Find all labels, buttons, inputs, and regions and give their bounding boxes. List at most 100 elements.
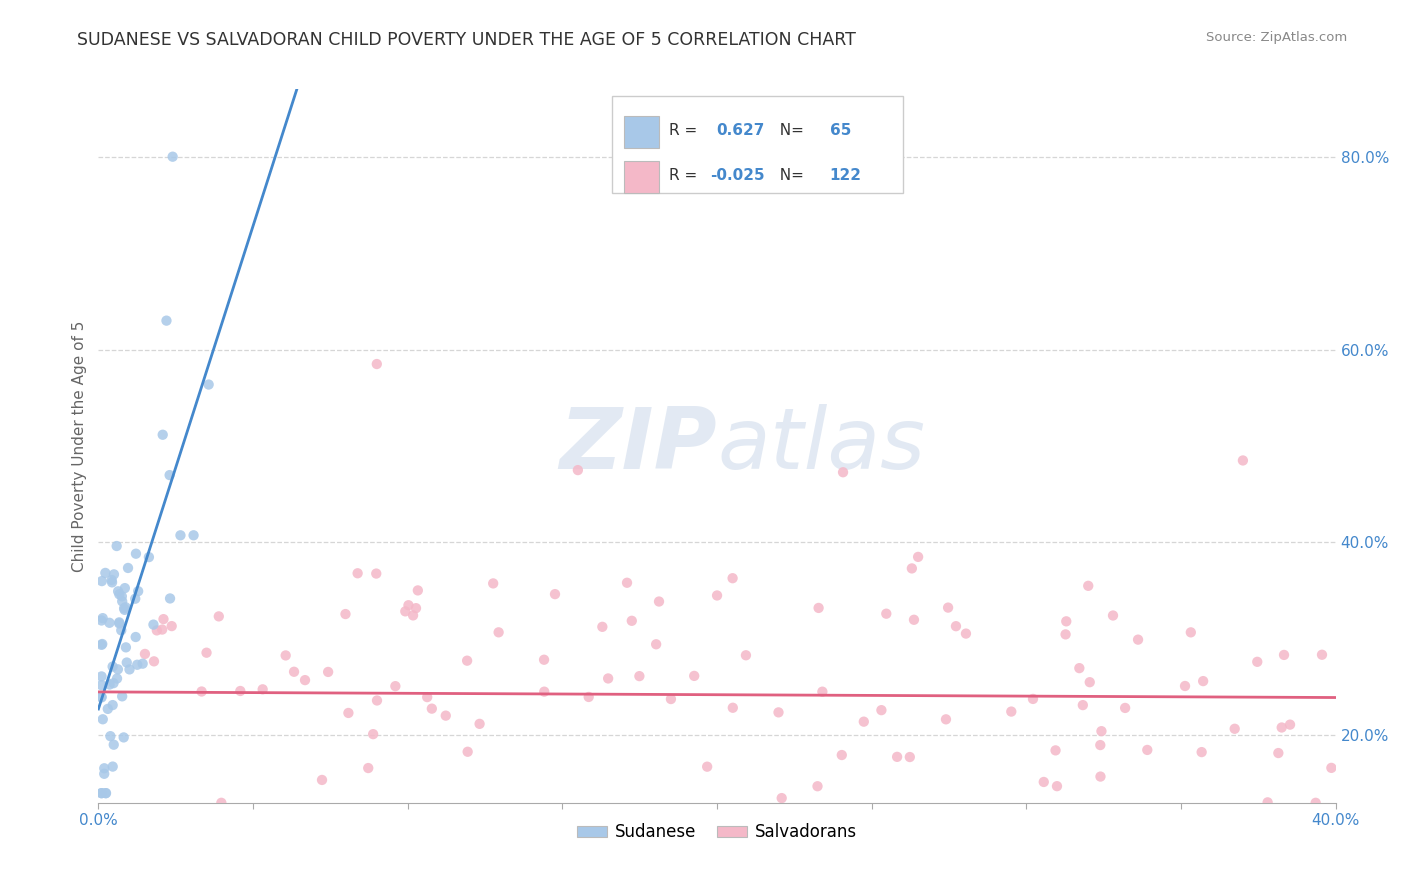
Point (111, 590, 134, 604)
Point (1078, 675, 1101, 690)
Point (143, 654, 166, 668)
Point (94, 566, 117, 580)
Point (1174, 679, 1197, 693)
Point (117, 561, 139, 575)
Point (124, 591, 146, 606)
Point (886, 749, 908, 764)
Point (90, 678, 112, 692)
Point (416, 690, 439, 704)
Point (160, 619, 183, 633)
Point (125, 630, 148, 644)
Point (1272, 648, 1295, 662)
Point (197, 377, 219, 392)
Point (1054, 615, 1077, 629)
Point (852, 714, 875, 729)
Point (1353, 796, 1375, 810)
Point (294, 673, 316, 687)
Point (98, 615, 121, 630)
Point (468, 716, 491, 731)
Point (907, 549, 929, 564)
Point (384, 679, 406, 693)
Point (405, 601, 427, 615)
Point (169, 528, 191, 542)
Point (98, 677, 121, 691)
Point (1136, 743, 1159, 757)
Point (229, 684, 252, 698)
Point (1077, 579, 1099, 593)
Point (628, 669, 651, 683)
Point (1180, 625, 1202, 640)
Point (107, 662, 129, 676)
Point (357, 761, 380, 775)
Point (101, 575, 124, 590)
Point (90, 786, 112, 800)
Point (101, 759, 124, 773)
Point (112, 601, 135, 615)
Point (875, 607, 897, 621)
Point (94, 786, 117, 800)
Text: ZIP: ZIP (560, 404, 717, 488)
Point (1022, 692, 1045, 706)
Point (91, 611, 114, 625)
Point (1271, 721, 1294, 735)
Point (398, 598, 420, 612)
Point (131, 657, 153, 671)
Point (870, 703, 893, 717)
Point (806, 779, 828, 793)
FancyBboxPatch shape (612, 96, 903, 193)
Text: 122: 122 (830, 168, 862, 183)
Point (1305, 796, 1327, 810)
Point (150, 623, 173, 637)
Point (125, 547, 148, 561)
Point (335, 607, 357, 621)
Point (456, 654, 478, 668)
Point (648, 594, 671, 608)
Point (768, 706, 790, 720)
Point (1191, 745, 1213, 759)
Text: Source: ZipAtlas.com: Source: ZipAtlas.com (1206, 31, 1347, 45)
Text: 0.627: 0.627 (716, 122, 765, 137)
Point (1369, 796, 1392, 810)
Point (146, 624, 169, 638)
Text: SUDANESE VS SALVADORAN CHILD POVERTY UNDER THE AGE OF 5 CORRELATION CHART: SUDANESE VS SALVADORAN CHILD POVERTY UND… (77, 31, 856, 49)
Point (195, 646, 218, 660)
Point (567, 463, 589, 477)
Point (533, 653, 555, 667)
Point (394, 604, 416, 618)
Point (100, 573, 122, 587)
Point (107, 584, 129, 599)
Point (721, 700, 744, 714)
Point (152, 612, 174, 626)
Point (101, 659, 124, 673)
Point (1385, 763, 1406, 777)
Point (114, 581, 136, 595)
Point (1032, 775, 1054, 789)
Point (115, 656, 138, 670)
Point (811, 684, 834, 698)
Point (1320, 761, 1343, 775)
Point (142, 617, 165, 632)
Point (1341, 698, 1364, 713)
Point (118, 662, 141, 676)
Point (337, 706, 360, 720)
Point (955, 626, 977, 640)
Point (103, 676, 125, 690)
Point (1046, 779, 1069, 793)
Point (366, 566, 388, 581)
Point (721, 571, 744, 585)
Point (598, 672, 620, 686)
Point (735, 648, 758, 663)
Point (1279, 717, 1302, 731)
Legend: Sudanese, Salvadorans: Sudanese, Salvadorans (571, 817, 863, 848)
Point (1114, 701, 1136, 715)
Point (832, 465, 855, 479)
Text: R =: R = (669, 122, 707, 137)
Point (591, 620, 613, 634)
Point (1246, 655, 1268, 669)
Point (110, 624, 132, 638)
Point (482, 576, 505, 591)
Point (93, 761, 115, 775)
Point (105, 672, 128, 686)
Point (1310, 648, 1333, 662)
Point (105, 539, 128, 553)
